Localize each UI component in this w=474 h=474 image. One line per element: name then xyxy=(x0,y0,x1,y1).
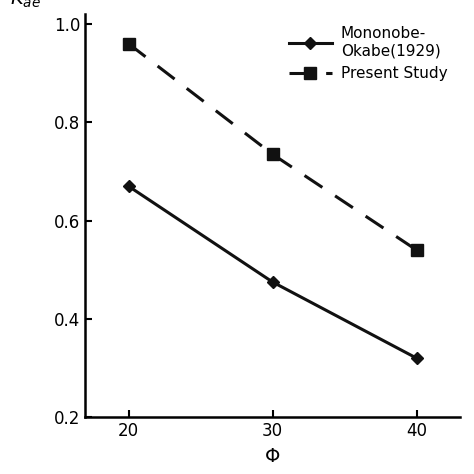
Mononobe-
Okabe(1929) xyxy=(126,183,131,189)
Present Study xyxy=(414,247,419,253)
Present Study xyxy=(126,41,131,46)
X-axis label: $\Phi$: $\Phi$ xyxy=(264,447,281,466)
Line: Present Study: Present Study xyxy=(122,37,423,256)
Present Study xyxy=(270,151,275,157)
Legend: Mononobe-
Okabe(1929), Present Study: Mononobe- Okabe(1929), Present Study xyxy=(284,22,452,86)
Mononobe-
Okabe(1929) xyxy=(414,356,419,361)
Y-axis label: $K_{ae}$: $K_{ae}$ xyxy=(10,0,41,10)
Mononobe-
Okabe(1929) xyxy=(270,279,275,285)
Line: Mononobe-
Okabe(1929): Mononobe- Okabe(1929) xyxy=(124,182,421,362)
